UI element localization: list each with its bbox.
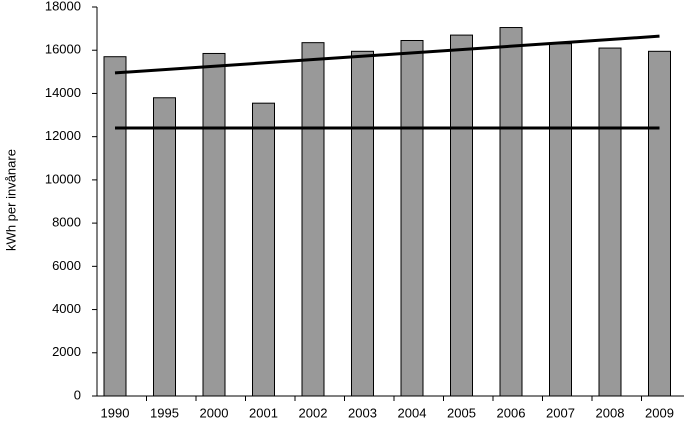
bar xyxy=(549,43,572,397)
x-tick-label: 2002 xyxy=(299,405,328,420)
bar xyxy=(103,56,127,397)
y-tick-label: 14000 xyxy=(45,85,81,100)
y-tick-label: 0 xyxy=(74,387,81,402)
y-tick-label: 12000 xyxy=(45,128,81,143)
bar xyxy=(202,52,226,397)
x-tick-label: 2008 xyxy=(596,405,625,420)
x-tick-label: 2003 xyxy=(348,405,377,420)
bar xyxy=(351,50,374,397)
y-tick-label: 4000 xyxy=(52,301,81,316)
bar xyxy=(153,97,176,397)
x-tick-label: 2000 xyxy=(200,405,229,420)
x-tick-label: 2007 xyxy=(546,405,575,420)
y-tick-label: 6000 xyxy=(52,258,81,273)
bar xyxy=(252,102,275,397)
reference-line xyxy=(114,34,660,75)
y-tick-label: 16000 xyxy=(45,42,81,57)
x-tick-label: 2001 xyxy=(249,405,278,420)
y-tick-label: 10000 xyxy=(45,171,81,186)
bar xyxy=(450,34,473,397)
x-tick-label: 2006 xyxy=(497,405,526,420)
bar xyxy=(400,39,424,397)
x-tick-label: 2005 xyxy=(447,405,476,420)
y-tick-label: 8000 xyxy=(52,215,81,230)
x-tick-label: 2009 xyxy=(645,405,674,420)
bar xyxy=(499,27,523,397)
bar xyxy=(301,42,325,397)
y-tick-label: 18000 xyxy=(45,0,81,13)
y-axis-label: kWh per invånare xyxy=(3,149,18,251)
bar xyxy=(648,50,671,397)
bar xyxy=(598,47,622,397)
x-tick-label: 1990 xyxy=(101,405,130,420)
x-tick-label: 2004 xyxy=(398,405,427,420)
x-tick-label: 1995 xyxy=(150,405,179,420)
y-tick-label: 2000 xyxy=(52,344,81,359)
